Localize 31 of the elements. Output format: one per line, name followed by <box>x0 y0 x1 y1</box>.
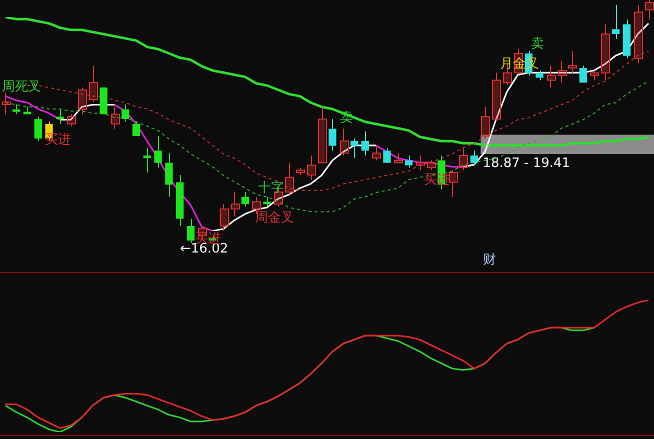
candlestick <box>601 24 610 81</box>
candlestick <box>318 106 327 164</box>
candlestick <box>122 104 130 122</box>
candlestick <box>56 108 64 124</box>
annotation: 周死叉 <box>2 79 41 94</box>
candlestick <box>165 152 173 198</box>
candlestick <box>241 191 250 208</box>
candlestick <box>383 148 391 163</box>
annotation: 周金叉 <box>255 210 294 226</box>
candlestick <box>263 196 271 208</box>
band-label: 18.87 - 19.41 <box>482 156 570 171</box>
candlestick <box>612 4 620 40</box>
annotation: 十字 <box>258 179 284 196</box>
candlestick <box>470 150 478 166</box>
candlestick <box>186 218 195 244</box>
candlestick <box>154 136 162 168</box>
candlestick <box>12 104 20 115</box>
candlestick <box>536 70 544 81</box>
candlestick <box>176 174 184 226</box>
candlestick <box>622 18 631 59</box>
candlestick <box>492 72 501 120</box>
text: 财 <box>483 252 496 268</box>
candlestick <box>579 65 587 83</box>
candlestick <box>328 118 336 152</box>
candlestick <box>132 121 140 136</box>
candlestick <box>404 155 413 168</box>
annotation: 卖 <box>531 36 544 52</box>
candlestick <box>350 138 358 158</box>
candlestick <box>34 116 42 142</box>
candlestick <box>361 130 369 156</box>
candlestick <box>143 148 151 174</box>
